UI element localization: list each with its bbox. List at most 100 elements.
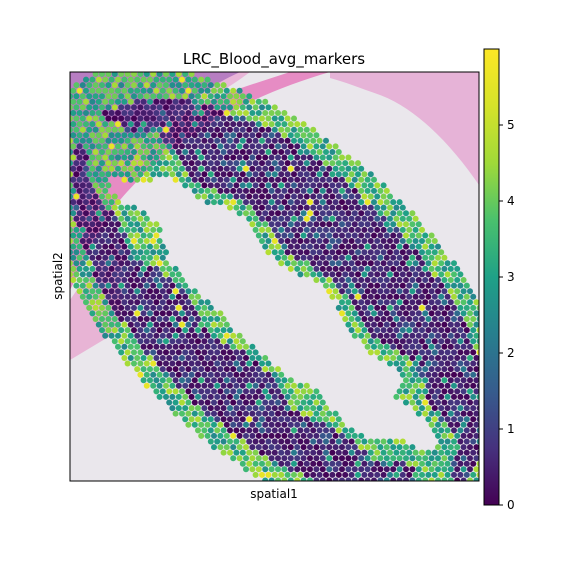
spot [137,137,144,144]
spot [179,110,185,116]
spot [115,277,121,283]
spot [435,410,441,417]
spot [348,260,355,267]
spot [227,438,233,445]
spot [444,427,451,434]
spot [457,371,464,378]
spot [166,143,173,150]
spot [246,137,253,144]
spot [377,489,383,495]
spot [143,82,150,89]
spot [451,483,457,489]
spot [249,154,256,161]
spot [415,355,422,361]
spot [211,421,217,428]
spot [159,132,166,139]
spot [188,416,195,423]
spot [403,277,409,283]
spot [182,182,189,189]
spot [223,176,230,183]
spot [326,288,333,295]
spot [428,299,435,306]
spot [262,399,269,406]
spot [172,355,179,361]
spot [329,427,336,434]
spot [105,282,112,289]
spot [175,115,182,122]
spot [431,282,438,289]
spot [451,349,457,356]
spot [444,338,451,345]
spot [86,204,93,211]
spot [281,477,288,481]
spot [384,489,390,495]
spot [268,110,275,116]
spot [108,321,115,328]
spot [118,260,125,267]
spot [351,332,358,339]
spot [227,182,233,189]
spot [329,416,336,423]
spot [188,115,195,122]
spot [383,232,390,239]
spot [406,249,413,256]
spot [287,254,294,261]
spot [86,293,93,300]
spot [124,249,131,256]
spot [444,304,451,311]
spot [294,466,301,473]
spot [92,304,99,311]
spot [351,165,358,172]
spot [326,187,333,194]
spot [92,160,99,167]
spot [454,455,461,462]
spot [339,199,345,206]
spot [233,338,240,345]
spot [211,332,217,339]
spot [76,232,83,239]
spot [223,355,230,361]
spot [115,265,121,272]
spot [399,327,406,334]
spot [92,316,99,322]
spot [355,449,361,456]
spot [307,466,313,473]
spot [127,121,134,128]
spot [185,355,192,361]
spot [339,288,345,295]
spot [428,455,435,462]
spot [124,171,131,178]
spot [441,455,448,462]
spot [195,371,201,378]
spot [377,355,384,361]
spot [271,193,278,200]
spot [441,321,448,328]
spot [451,282,457,289]
spot [195,82,201,89]
spot [412,449,419,456]
spot [179,143,185,150]
spot [307,210,313,217]
spot [159,143,166,150]
spot [265,171,272,178]
spot [310,416,317,423]
spot [204,355,211,361]
spot [150,293,157,300]
spot [105,327,112,334]
spot [412,316,419,322]
spot [134,221,141,228]
spot [313,254,320,261]
spot [435,444,441,451]
spot [400,483,406,489]
spot [307,489,313,495]
spot [105,137,112,144]
spot [262,366,269,373]
spot [278,382,285,389]
spot [172,176,179,183]
spot [223,110,230,116]
spot [476,349,479,356]
spot [140,321,147,328]
spot [220,93,227,100]
spot [140,143,147,150]
spot [172,121,179,128]
